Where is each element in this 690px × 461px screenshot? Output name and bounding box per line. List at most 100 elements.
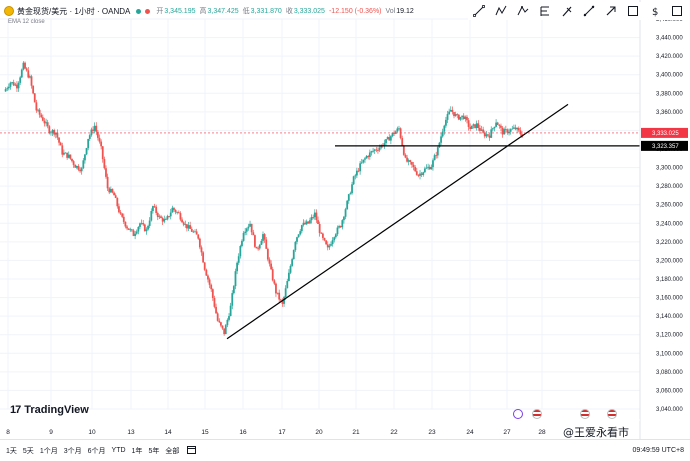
calendar-icon[interactable] bbox=[187, 445, 197, 456]
timeframe-all[interactable]: 全部 bbox=[165, 447, 180, 455]
fib-icon[interactable] bbox=[515, 3, 531, 19]
candle-body bbox=[202, 252, 205, 263]
candle-body bbox=[283, 296, 285, 304]
time-tick: 24 bbox=[466, 429, 474, 436]
timeframe-5d[interactable]: 5天 bbox=[22, 447, 34, 455]
price-tick: 3,040.000 bbox=[656, 407, 683, 413]
candle-body bbox=[139, 223, 141, 227]
candle-body bbox=[43, 120, 46, 124]
candle-body bbox=[54, 132, 57, 135]
candle-body bbox=[415, 171, 418, 175]
timeframe-6m[interactable]: 6个月 bbox=[87, 447, 106, 455]
candle-body bbox=[247, 226, 250, 229]
candle-body bbox=[266, 248, 269, 260]
symbol-title[interactable]: 黄金现货/美元 · 1小时 · OANDA bbox=[17, 6, 131, 16]
candle-body bbox=[326, 244, 329, 248]
trendline-icon[interactable] bbox=[471, 3, 487, 19]
candle-body bbox=[312, 217, 315, 218]
candle-body bbox=[469, 126, 472, 129]
candle-body bbox=[402, 145, 405, 155]
timeframe-1d[interactable]: 1天 bbox=[6, 447, 17, 455]
candle-body bbox=[64, 152, 67, 154]
event-flash-icon[interactable] bbox=[513, 409, 523, 419]
candle-body bbox=[406, 157, 408, 162]
candle-body bbox=[339, 225, 342, 228]
tradingview-logo: 17 TradingView bbox=[10, 404, 89, 416]
candle-body bbox=[365, 156, 368, 159]
candle-body bbox=[90, 129, 93, 136]
volume-label: Vol bbox=[385, 7, 396, 15]
candle-body bbox=[171, 207, 174, 213]
candle-body bbox=[420, 173, 423, 175]
low-label: 低 bbox=[242, 8, 250, 15]
indicator-label[interactable]: EMA 12 close bbox=[8, 19, 45, 25]
candle-body bbox=[229, 305, 232, 317]
candle-body bbox=[182, 222, 185, 225]
zigzag-icon[interactable] bbox=[493, 3, 509, 19]
market-status-icon bbox=[145, 8, 151, 14]
candle-body bbox=[288, 272, 290, 281]
dollar-icon[interactable]: $ bbox=[647, 3, 663, 19]
candle-body bbox=[355, 170, 358, 176]
measure-icon[interactable] bbox=[581, 3, 597, 19]
candle-body bbox=[197, 234, 200, 239]
time-tick: 15 bbox=[201, 429, 209, 436]
candle-body bbox=[169, 212, 172, 217]
timeframe-ytd[interactable]: YTD bbox=[111, 447, 126, 454]
candle-body bbox=[313, 212, 316, 218]
candle-body bbox=[179, 213, 182, 220]
us-flag-icon[interactable] bbox=[532, 409, 542, 419]
candle-body bbox=[299, 231, 302, 235]
candle-body bbox=[7, 86, 10, 89]
candle-body bbox=[398, 128, 400, 130]
square-icon[interactable] bbox=[669, 3, 685, 19]
candle-body bbox=[82, 160, 85, 169]
candle-body bbox=[218, 320, 221, 323]
candle-body bbox=[105, 168, 107, 177]
candle-body bbox=[121, 213, 124, 217]
text-icon[interactable] bbox=[537, 3, 553, 19]
us-flag-icon[interactable] bbox=[607, 409, 617, 419]
candle-body bbox=[45, 122, 47, 124]
candle-body bbox=[4, 89, 7, 92]
candle-body bbox=[122, 216, 125, 222]
candle-body bbox=[338, 225, 340, 228]
candle-body bbox=[195, 231, 198, 235]
candle-body bbox=[87, 138, 90, 149]
candle-body bbox=[72, 161, 75, 165]
timeframe-1y[interactable]: 1年 bbox=[131, 447, 143, 455]
candle-body bbox=[357, 170, 360, 172]
candle-body bbox=[448, 111, 451, 115]
candle-body bbox=[33, 93, 36, 103]
candle-body bbox=[511, 128, 514, 130]
timeframe-3m[interactable]: 3个月 bbox=[63, 447, 82, 455]
chart-grid bbox=[0, 18, 640, 410]
rectangle-icon[interactable] bbox=[625, 3, 641, 19]
candle-body bbox=[370, 151, 373, 153]
candle-body bbox=[347, 194, 350, 201]
candle-body bbox=[367, 156, 370, 158]
candle-body bbox=[241, 240, 243, 246]
timeframe-1m[interactable]: 1个月 bbox=[39, 447, 58, 455]
line-price-tag bbox=[641, 140, 688, 151]
candle-body bbox=[113, 192, 115, 196]
market-open-icon bbox=[136, 8, 142, 14]
candle-body bbox=[252, 232, 255, 236]
candle-body bbox=[215, 306, 217, 314]
brush-icon[interactable] bbox=[559, 3, 575, 19]
candle-body bbox=[12, 82, 15, 86]
timeframe-5y[interactable]: 5年 bbox=[148, 447, 160, 455]
candle-body bbox=[440, 136, 442, 143]
candle-body bbox=[305, 221, 308, 225]
candle-body bbox=[480, 129, 483, 131]
candle-body bbox=[152, 206, 154, 211]
time-tick: 20 bbox=[315, 429, 323, 436]
arrow-icon[interactable] bbox=[603, 3, 619, 19]
candle-body bbox=[77, 165, 80, 170]
time-tick: 27 bbox=[503, 429, 511, 436]
us-flag-icon[interactable] bbox=[580, 409, 590, 419]
candle-body bbox=[441, 131, 444, 137]
close-value: 3,333.025 bbox=[293, 7, 325, 15]
candle-body bbox=[98, 137, 101, 142]
